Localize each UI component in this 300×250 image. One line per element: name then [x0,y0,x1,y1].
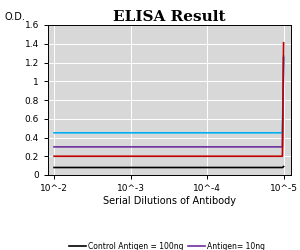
Line: Control Antigen = 100ng: Control Antigen = 100ng [54,166,284,168]
Antigen= 50ng [113,131,117,134]
Antigen= 100ng [66,155,70,158]
Legend: Control Antigen = 100ng, Antigen= 50ng, Antigen= 10ng, Antigen= 100ng: Control Antigen = 100ng, Antigen= 50ng, … [69,242,270,250]
Antigen= 10ng [270,146,274,148]
Antigen= 100ng [262,155,266,158]
Antigen= 50ng [270,131,274,134]
Antigen= 10ng [262,146,266,148]
Control Antigen = 100ng [61,166,65,169]
Antigen= 100ng [282,41,285,44]
Control Antigen = 100ng [52,166,56,169]
Antigen= 50ng [66,131,70,134]
Text: O.D.: O.D. [4,12,25,22]
Line: Antigen= 100ng: Antigen= 100ng [54,43,284,156]
Antigen= 50ng [282,54,285,58]
Antigen= 50ng [61,131,65,134]
Title: ELISA Result: ELISA Result [113,10,226,24]
Antigen= 50ng [262,131,266,134]
Antigen= 100ng [270,155,274,158]
Line: Antigen= 10ng: Antigen= 10ng [54,58,284,147]
Antigen= 100ng [113,155,117,158]
Antigen= 50ng [52,131,56,134]
X-axis label: Serial Dilutions of Antibody: Serial Dilutions of Antibody [103,196,236,206]
Antigen= 10ng [61,146,65,148]
Control Antigen = 100ng [113,166,117,169]
Line: Antigen= 50ng: Antigen= 50ng [54,56,284,133]
Antigen= 10ng [113,146,117,148]
Antigen= 10ng [95,146,98,148]
Antigen= 10ng [52,146,56,148]
Control Antigen = 100ng [262,166,266,169]
Control Antigen = 100ng [270,166,274,169]
Antigen= 100ng [52,155,56,158]
Control Antigen = 100ng [95,166,98,169]
Antigen= 10ng [66,146,70,148]
Control Antigen = 100ng [66,166,70,169]
Antigen= 100ng [95,155,98,158]
Antigen= 10ng [282,56,285,59]
Control Antigen = 100ng [282,165,285,168]
Antigen= 100ng [61,155,65,158]
Antigen= 50ng [95,131,98,134]
